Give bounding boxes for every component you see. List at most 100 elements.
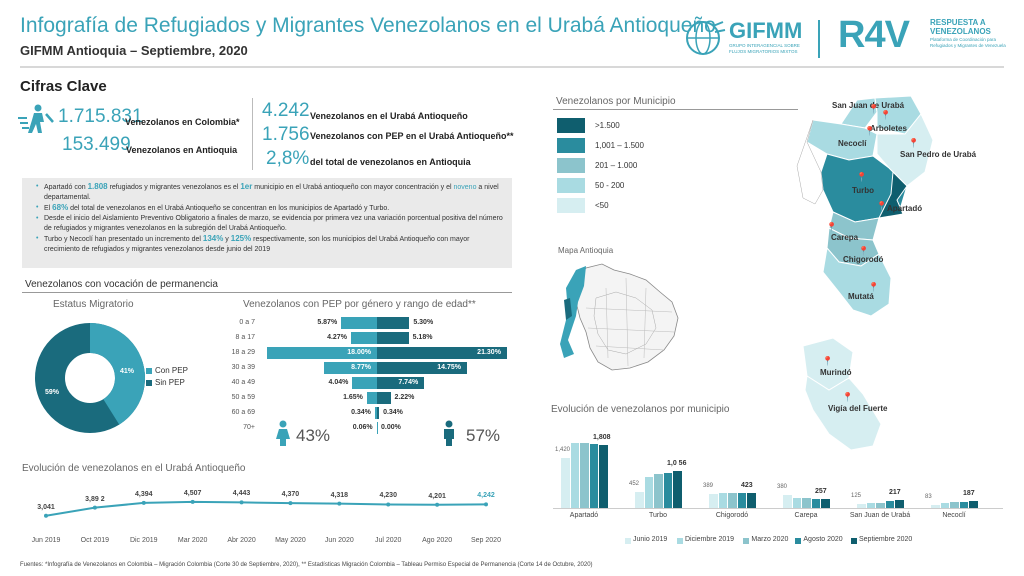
evolution-title: Evolución de venezolanos en el Urabá Ant… bbox=[22, 463, 246, 474]
label-apartado: Apartadó bbox=[887, 204, 923, 213]
evolution-axis-label: May 2020 bbox=[275, 537, 306, 544]
highlight-item: Turbo y Necoclí han presentado un increm… bbox=[36, 234, 504, 255]
evolution-point bbox=[44, 513, 48, 518]
map-legend-swatch bbox=[557, 138, 585, 153]
municipal-last-label: 1,808 bbox=[593, 433, 611, 441]
municipal-bar bbox=[857, 503, 866, 508]
evolution-axis-label: Abr 2020 bbox=[227, 537, 256, 544]
pyramid-age-label: 18 a 29 bbox=[231, 349, 255, 356]
municipal-bar bbox=[673, 471, 682, 508]
label-mutata: Mutatá bbox=[848, 292, 874, 301]
key-label-colombia: Venezolanos en Colombia* bbox=[125, 117, 240, 127]
donut-chart: 41% 59% bbox=[35, 323, 145, 433]
municipal-last-label: 1,0 56 bbox=[667, 460, 687, 468]
evolution-line-chart: 3,041 Jun 2019 3,89 2 Oct 2019 4,394 Dic 2019… bbox=[20, 476, 512, 551]
municipal-legend-swatch bbox=[677, 538, 683, 544]
municipal-legend-swatch bbox=[795, 538, 802, 544]
pyramid-bar-male bbox=[377, 347, 507, 359]
municipal-bar bbox=[950, 502, 959, 508]
municipal-first-label: 83 bbox=[925, 494, 932, 501]
municipal-bar-chart: 1,420 1,808 Apartadó 452 1,0 56 Turbo 389 423 Ch… bbox=[553, 418, 1008, 553]
estatus-title: Estatus Migratorio bbox=[53, 299, 134, 310]
evolution-value-label: 3,041 bbox=[37, 503, 55, 511]
gifmm-logo: GIFMM GRUPO INTERAGENCIAL SOBRE FLUJOS M… bbox=[683, 16, 813, 60]
label-vigia: Vigía del Fuerte bbox=[828, 404, 888, 413]
r4v-subtitle: Plataforma de Coordinación para Refugiad… bbox=[930, 37, 1006, 48]
municipal-bar bbox=[635, 492, 644, 508]
pyramid-age-label: 8 a 17 bbox=[235, 334, 255, 341]
female-total: 43% bbox=[296, 426, 331, 445]
permanencia-title: Venezolanos con vocación de permanencia bbox=[25, 279, 218, 290]
pyramid-bar-male bbox=[377, 392, 391, 404]
donut-label-con: 41% bbox=[120, 368, 135, 375]
evolution-axis-label: Mar 2020 bbox=[177, 537, 208, 544]
evolution-value-label: 4,394 bbox=[135, 490, 153, 498]
map-legend-swatch bbox=[557, 158, 585, 173]
pin-icon: 📍 bbox=[826, 222, 838, 232]
municipal-first-label: 125 bbox=[851, 492, 862, 499]
evolution-point bbox=[484, 502, 488, 507]
municipal-bar bbox=[644, 476, 653, 508]
r4v-title-1: RESPUESTA A bbox=[930, 18, 986, 27]
page-subtitle: GIFMM Antioquia – Septiembre, 2020 bbox=[20, 43, 248, 58]
pyramid-chart: 0 a 7 5.87% 5.30% 8 a 17 4.27% 5.18% 18 a 29 18… bbox=[215, 316, 515, 446]
highlights-box: Apartadó con 1.808 refugiados y migrante… bbox=[22, 178, 512, 268]
municipal-bar bbox=[589, 443, 598, 508]
municipal-last-label: 257 bbox=[815, 488, 827, 495]
municipal-category-label: Necoclí bbox=[942, 512, 966, 519]
header-divider bbox=[20, 66, 1004, 68]
r4v-wordmark: R4V bbox=[838, 14, 910, 56]
map-legend-swatch bbox=[557, 198, 585, 213]
pyramid-label-female: 18.00% bbox=[347, 349, 371, 356]
pyramid-bar-female bbox=[374, 407, 377, 419]
pin-icon: 📍 bbox=[880, 110, 892, 120]
municipal-category-label: Turbo bbox=[648, 512, 668, 519]
label-san-pedro: San Pedro de Urabá bbox=[900, 150, 977, 159]
evolution-axis-label: Sep 2020 bbox=[471, 537, 501, 544]
highlight-item: Desde el inicio del Aislamiento Preventi… bbox=[36, 214, 504, 234]
pyramid-label-female: 0.06% bbox=[352, 424, 373, 431]
evolution-axis-label: Ago 2020 bbox=[422, 537, 453, 544]
municipal-bar bbox=[876, 502, 885, 508]
pyramid-age-label: 70+ bbox=[243, 424, 255, 431]
male-icon bbox=[444, 420, 454, 446]
pyramid-age-label: 40 a 49 bbox=[231, 379, 255, 386]
map-title-divider bbox=[553, 109, 798, 110]
pyramid-age-label: 50 a 59 bbox=[231, 394, 255, 401]
municipal-bar bbox=[561, 458, 570, 508]
key-label-antioquia: Venezolanos en Antioquia bbox=[126, 145, 238, 155]
map-legend-swatch bbox=[557, 178, 585, 193]
pyramid-bar-female bbox=[350, 332, 377, 344]
evolution-value-label: 4,230 bbox=[379, 492, 397, 500]
label-murindo: Murindó bbox=[820, 368, 852, 377]
evolution-axis-label: Jun 2020 bbox=[324, 537, 354, 544]
municipal-bar bbox=[718, 492, 727, 508]
pyramid-label-male: 5.18% bbox=[412, 334, 433, 341]
municipal-bar bbox=[570, 443, 579, 508]
donut-con-pep bbox=[35, 323, 145, 433]
municipal-legend-label: Marzo 2020 bbox=[751, 536, 789, 543]
pyramid-label-male: 0.34% bbox=[383, 409, 403, 416]
label-chigorodo: Chigorodó bbox=[843, 255, 884, 264]
key-value-antioquia: 153.499 bbox=[62, 134, 131, 155]
legend-swatch-sin bbox=[146, 380, 152, 386]
label-turbo: Turbo bbox=[852, 186, 875, 195]
municipal-first-label: 389 bbox=[703, 483, 714, 490]
municipal-bar bbox=[580, 442, 589, 508]
map-vigia bbox=[804, 375, 882, 451]
municipal-legend-label: Junio 2019 bbox=[633, 536, 668, 543]
municipal-chart-title: Evolución de venezolanos por municipio bbox=[551, 404, 730, 415]
pyramid-label-male: 7.74% bbox=[398, 379, 419, 386]
pin-icon: 📍 bbox=[876, 201, 888, 211]
map-legend-label: 50 - 200 bbox=[595, 181, 625, 190]
logo-divider bbox=[818, 20, 820, 58]
footer-sources: Fuentes: *Infografía de Venezolanos en C… bbox=[20, 562, 593, 568]
female-icon bbox=[276, 420, 290, 446]
globe-icon bbox=[686, 21, 726, 55]
pyramid-title: Venezolanos con PEP por género y rango d… bbox=[243, 299, 476, 310]
evolution-value-label: 4,201 bbox=[428, 492, 446, 500]
pyramid-bar-male bbox=[377, 407, 380, 419]
municipal-bar bbox=[654, 474, 663, 508]
municipal-last-label: 187 bbox=[963, 490, 975, 498]
legend-con-pep: Con PEP bbox=[155, 366, 188, 375]
